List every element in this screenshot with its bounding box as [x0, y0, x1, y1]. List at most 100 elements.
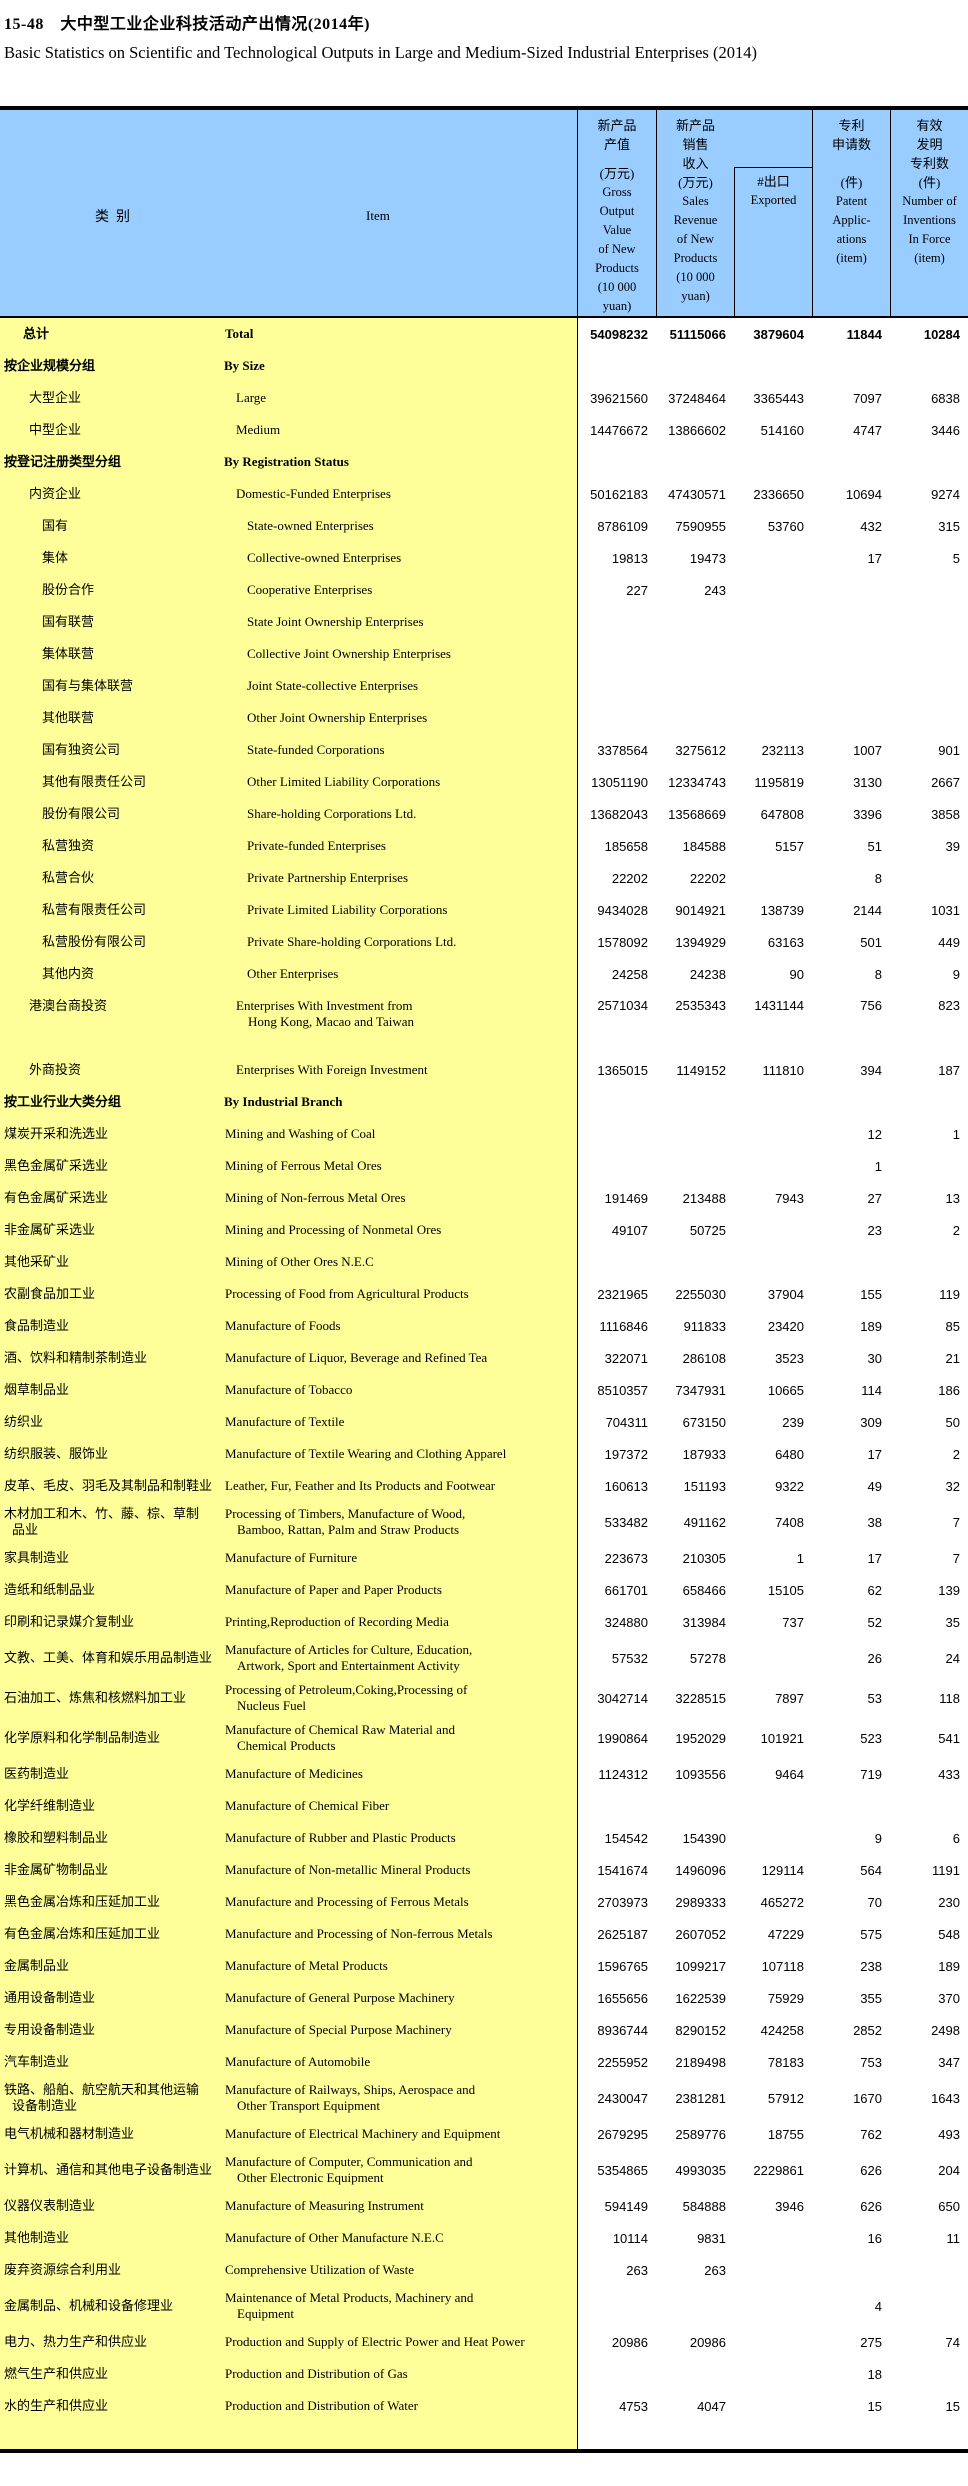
cell-value-col4: 10694: [845, 486, 882, 502]
row-label-zh-line: 汽车制造业: [4, 2054, 70, 2069]
cell-value-col1: 13682043: [590, 806, 648, 822]
row-label-en: Cooperative Enterprises: [247, 574, 372, 606]
row-label-zh: 皮革、毛皮、羽毛及其制品和制鞋业: [4, 1470, 212, 1502]
row-label: 外商投资 Enterprises With Foreign Investment: [0, 1054, 577, 1086]
cell-value-col5: [890, 1246, 968, 1278]
row-label: 医药制造业 Manufacture of Medicines: [0, 1758, 577, 1790]
row-label-zh-line: 木材加工和木、竹、藤、棕、草制: [4, 1506, 200, 1521]
row-label-zh-line: 化学纤维制造业: [4, 1798, 96, 1813]
header-line-en: Applic-: [832, 213, 871, 227]
cell-value-col4: 238: [860, 1958, 882, 1974]
row-label-en-line: Manufacture and Processing of Non-ferrou…: [225, 1926, 493, 1941]
row-label-en: By Registration Status: [224, 446, 349, 478]
row-label-zh-line: 金属制品业: [4, 1958, 70, 1973]
row-label-en-line: Manufacture of Automobile: [225, 2054, 371, 2069]
cell-value-col2: 47430571: [668, 486, 726, 502]
cell-value-col5: 187: [938, 1062, 960, 1078]
cell-value-col3: [734, 1822, 812, 1854]
cell-value-col2: 37248464: [668, 390, 726, 406]
cell-value-col5: [890, 2254, 968, 2286]
cell-value-col3: 75929: [767, 1990, 804, 2006]
table-row: 石油加工、炼焦和核燃料加工业 Processing of Petroleum,Co…: [0, 1678, 968, 1718]
row-label-en: Manufacture of General Purpose Machinery: [225, 1982, 455, 2014]
cell-value-col5: 3446: [931, 422, 960, 438]
row-label: 计算机、通信和其他电子设备制造业 Manufacture of Computer,…: [0, 2150, 577, 2190]
row-label: 电力、热力生产和供应业 Production and Supply of Elec…: [0, 2326, 577, 2358]
cell-value-col4: 2852: [853, 2022, 882, 2038]
cell-value-col4: [812, 350, 890, 382]
header-line-en: Products: [595, 261, 639, 275]
cell-value-col2: [656, 606, 734, 638]
row-label-en: Manufacture of Furniture: [225, 1542, 357, 1574]
cell-value-col2: 9014921: [675, 902, 726, 918]
row-label-en-line: Cooperative Enterprises: [247, 582, 373, 597]
cell-value-col2: 22202: [689, 870, 726, 886]
cell-value-col4: 17: [867, 1446, 882, 1462]
cell-value-col4: 394: [860, 1062, 882, 1078]
cell-value-col1: [577, 638, 656, 670]
row-label: 有色金属矿采选业 Mining of Non-ferrous Metal Ores: [0, 1182, 577, 1214]
cell-value-col3: 63163: [767, 934, 804, 950]
row-label-en: Processing of Timbers, Manufacture of Wo…: [225, 1502, 465, 1542]
cell-value-col2: 57278: [689, 1650, 726, 1666]
cell-value-col1: 263: [626, 2262, 648, 2278]
cell-value-col5: 2: [952, 1222, 960, 1238]
row-label-en: Processing of Petroleum,Coking,Processin…: [225, 1678, 467, 1718]
header-line-en: of New: [676, 232, 715, 246]
row-label: 按工业行业大类分组 By Industrial Branch: [0, 1086, 577, 1118]
row-label: 其他采矿业 Mining of Other Ores N.E.C: [0, 1246, 577, 1278]
row-label-zh: 仪器仪表制造业: [4, 2190, 95, 2222]
table-row: 有色金属冶炼和压延加工业 Manufacture and Processing o…: [0, 1918, 968, 1950]
row-label-en: Enterprises With Investment from Hong Kon…: [236, 990, 414, 1054]
header-line-en: (item): [914, 251, 945, 265]
table-row: 金属制品、机械和设备修理业 Maintenance of Metal Produc…: [0, 2286, 968, 2326]
row-label-en-line: Manufacture of Liquor, Beverage and Refi…: [225, 1350, 488, 1365]
row-label-en-line: Private Limited Liability Corporations: [247, 902, 448, 917]
row-label-en: State-owned Enterprises: [247, 510, 374, 542]
table-row: 黑色金属矿采选业 Mining of Ferrous Metal Ores 1: [0, 1150, 968, 1182]
row-label-en: Leather, Fur, Feather and Its Products a…: [225, 1470, 495, 1502]
row-label-zh-line: 食品制造业: [4, 1318, 70, 1333]
header-line-zh: (件): [840, 175, 863, 190]
row-label-en: Manufacture of Electrical Machinery and …: [225, 2118, 500, 2150]
header-line-en: yuan): [681, 289, 710, 303]
row-label-en: State Joint Ownership Enterprises: [247, 606, 424, 638]
row-label-zh: 烟草制品业: [4, 1374, 69, 1406]
row-label-en: Joint State-collective Enterprises: [247, 670, 418, 702]
row-label-zh: 其他联营: [42, 702, 94, 734]
table-row: 水的生产和供应业 Production and Distribution of W…: [0, 2390, 968, 2422]
cell-value-col3: 7897: [775, 1690, 804, 1706]
row-label: 石油加工、炼焦和核燃料加工业 Processing of Petroleum,Co…: [0, 1678, 577, 1718]
table-row: 国有联营 State Joint Ownership Enterprises: [0, 606, 968, 638]
row-label-zh: 中型企业: [29, 414, 81, 446]
table-row: 非金属矿物制品业 Manufacture of Non-metallic Mine…: [0, 1854, 968, 1886]
row-label-en-line: Manufacture of Textile Wearing and Cloth…: [225, 1446, 507, 1461]
cell-value-col1: 1596765: [597, 1958, 648, 1974]
cell-value-col3: 107118: [761, 1958, 804, 1974]
table-row: 内资企业 Domestic-Funded Enterprises 50162183 4…: [0, 478, 968, 510]
cell-value-col1: 1116846: [599, 1318, 648, 1334]
cell-value-col1: 1578092: [597, 934, 648, 950]
cell-value-col3: 90: [789, 966, 804, 982]
row-label: 总计 Total: [0, 318, 577, 350]
row-label-zh-line: 其他内资: [42, 966, 95, 981]
cell-value-col2: 151193: [683, 1478, 726, 1494]
cell-value-col1: 3378564: [597, 742, 648, 758]
table-row: 港澳台商投资 Enterprises With Investment from Ho…: [0, 990, 968, 1054]
row-label-en: Manufacture of Medicines: [225, 1758, 363, 1790]
row-label: 黑色金属矿采选业 Mining of Ferrous Metal Ores: [0, 1150, 577, 1182]
cell-value-col5: 347: [938, 2054, 960, 2070]
cell-value-col2: 2255030: [675, 1286, 726, 1302]
header-line-zh: (万元): [599, 166, 635, 181]
header-line-zh: 销售: [682, 137, 709, 152]
row-label-zh: 集体联营: [42, 638, 94, 670]
cell-value-col1: 185658: [604, 838, 648, 854]
cell-value-col4: [812, 574, 890, 606]
cell-value-col2: 13568669: [668, 806, 726, 822]
row-label-en: Manufacture of Articles for Culture, Edu…: [225, 1638, 472, 1678]
cell-value-col5: 650: [938, 2198, 960, 2214]
cell-value-col4: 17: [867, 1550, 882, 1566]
cell-value-col4: 26: [867, 1650, 882, 1666]
row-label-en-line: State-owned Enterprises: [247, 518, 374, 533]
cell-value-col1: [577, 2358, 656, 2390]
